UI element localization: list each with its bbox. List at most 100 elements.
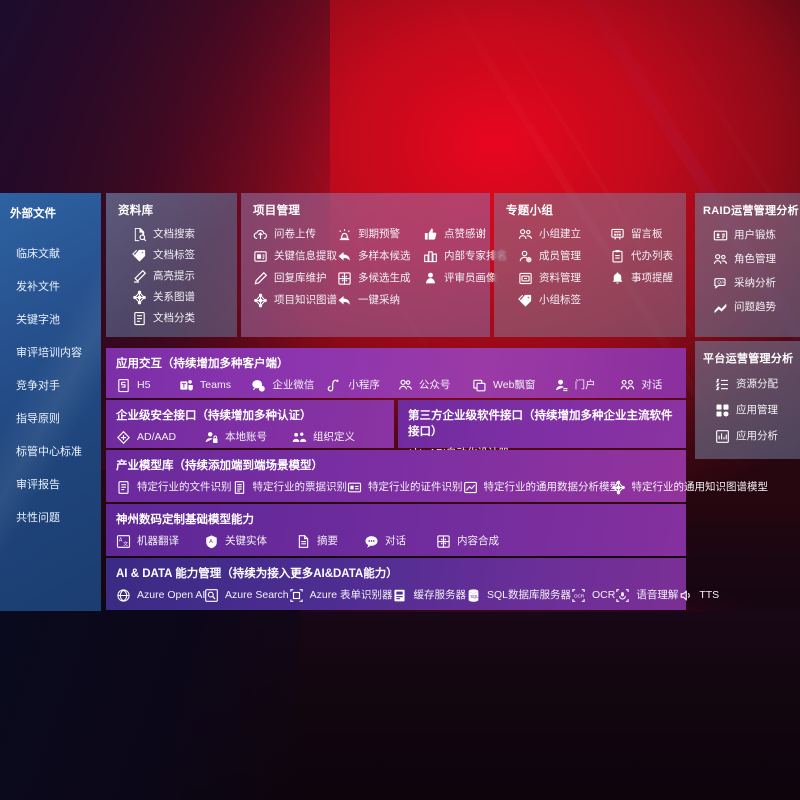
tile-document-category[interactable]: 文档分类 [132,311,237,326]
tile-role-management[interactable]: 角色管理 [713,252,800,267]
tile-h5[interactable]: H5 [116,378,179,393]
form-recognizer-icon [289,588,304,603]
tile-multi-candidate-generation[interactable]: 多候选生成 [337,271,423,286]
tile-web-popup[interactable]: Web飘窗 [472,378,554,393]
tile-label: 资料管理 [539,272,581,285]
tile-group-create[interactable]: 小组建立 [518,227,610,242]
tile-project-knowledge-graph[interactable]: 项目知识图谱 [253,293,337,308]
sidebar-item-supplement-files[interactable]: 发补文件 [0,271,101,304]
tile-ocr[interactable]: OCR OCR [571,588,615,603]
tile-teams[interactable]: Teams [179,378,251,393]
tile-tts[interactable]: TTS [678,588,719,603]
svg-text:A: A [209,539,213,545]
tile-wecom[interactable]: 企业微信 [251,378,327,393]
tile-one-click-adopt[interactable]: 一键采纳 [337,293,423,308]
ordered-list-icon [715,377,730,392]
organization-icon [292,430,307,445]
tile-label: 留言板 [631,228,663,241]
sidebar-item-clinical-literature[interactable]: 临床文献 [0,238,101,271]
tile-ad-aad[interactable]: AD/AAD [116,430,204,445]
tile-thanks-like[interactable]: 点赞感谢 [423,227,507,242]
web-popup-icon [472,378,487,393]
tile-summary[interactable]: 摘要 [296,534,364,549]
panel-platform-analysis: 平台运营管理分析 资源分配 应用管理 应用分析 [695,341,800,459]
sidebar-item-training-content[interactable]: 审评培训内容 [0,337,101,370]
tile-azure-openai[interactable]: Azure Open AI [116,588,206,603]
tile-portal[interactable]: 门户 [554,378,621,393]
svg-text:SQL: SQL [470,594,479,599]
tile-relation-graph[interactable]: 关系图谱 [132,290,237,305]
tile-local-account[interactable]: 本地账号 [204,430,292,445]
tile-data-analysis-model[interactable]: 特定行业的通用数据分析模型 [463,480,620,495]
tile-reply-library-maintenance[interactable]: 回复库维护 [253,271,337,286]
tile-message-board[interactable]: 留言板 [610,227,686,242]
tile-dialog[interactable]: 对话 [620,378,676,393]
bar-industry-title: 产业模型库（持续添加端到端场景模型） [116,460,323,472]
portal-user-icon [554,378,569,393]
tile-issue-trend[interactable]: 问题趋势 [713,300,800,315]
tile-cache-server[interactable]: 缓存服务器 [392,588,466,603]
tile-miniprogram[interactable]: 小程序 [327,378,397,393]
tile-reviewer-profile[interactable]: 评审员画像 [423,271,507,286]
sidebar-sheen [0,193,101,611]
tile-official-account[interactable]: 公众号 [398,378,472,393]
tile-label: Azure Open AI [137,589,206,602]
tile-key-entity[interactable]: A 关键实体 [204,534,296,549]
tile-sql-database-server[interactable]: SQL SQL数据库服务器 [466,588,571,603]
tile-voice-understanding[interactable]: 语音理解 [615,588,678,603]
tile-dialog-model[interactable]: 对话 [364,534,436,549]
tile-label: 采纳分析 [734,277,776,290]
bar-ai-data-capability: AI & DATA 能力管理（持续为接入更多AI&DATA能力） Azure O… [106,558,719,610]
tile-adoption-analysis[interactable]: QA 采纳分析 [713,276,800,291]
tile-highlight[interactable]: 高亮提示 [132,269,237,284]
tile-file-recognition[interactable]: 特定行业的文件识别 [116,480,232,495]
tile-questionnaire-upload[interactable]: 问卷上传 [253,227,337,242]
sidebar-item-competitors[interactable]: 竞争对手 [0,370,101,403]
archive-box-icon [518,271,533,286]
tile-label: 门户 [574,379,596,392]
sidebar-item-standards-center[interactable]: 标管中心标准 [0,436,101,469]
tile-id-recognition[interactable]: 特定行业的证件识别 [347,480,463,495]
alarm-icon [337,227,352,242]
tile-todo-list[interactable]: 代办列表 [610,249,686,264]
tile-azure-form-recognizer[interactable]: Azure 表单识别器 [289,588,392,603]
sidebar-item-keyword-pool[interactable]: 关键字池 [0,304,101,337]
tile-document-search[interactable]: 文档搜索 [132,227,237,242]
tile-azure-search[interactable]: Azure Search [204,588,289,603]
tile-group-tag[interactable]: 小组标签 [518,293,610,308]
tile-label: 点赞感谢 [444,228,486,241]
merge-grid-icon [337,271,352,286]
graph-network-icon [611,480,626,495]
people-group-icon [713,252,728,267]
tile-knowledge-graph-model[interactable]: 特定行业的通用知识图谱模型 [611,480,768,495]
tile-app-management[interactable]: 应用管理 [715,403,800,418]
sidebar-item-guidelines[interactable]: 指导原则 [0,403,101,436]
sidebar-item-review-report[interactable]: 审评报告 [0,469,101,502]
panel-group-grid: 小组建立 留言板 成员管理 代办列表 资料管理 [506,227,686,308]
app-analytics-icon [715,429,730,444]
tile-label: 高亮提示 [153,270,195,283]
bar-interaction-title: 应用交互（持续增加多种客户端） [116,358,289,370]
extract-frame-icon [253,249,268,264]
sidebar-item-common-issues[interactable]: 共性问题 [0,502,101,535]
tile-content-synthesis[interactable]: 内容合成 [436,534,524,549]
tile-key-info-extract[interactable]: 关键信息提取 [253,249,337,264]
tile-internal-expert-ranking[interactable]: 内部专家排名 [423,249,507,264]
local-account-icon [204,430,219,445]
tile-user-portrait[interactable]: 用户锻炼 [713,228,800,243]
tile-label: 小组建立 [539,228,581,241]
tile-app-analysis[interactable]: 应用分析 [715,429,800,444]
tile-material-management[interactable]: 资料管理 [518,271,610,286]
tile-label: 角色管理 [734,253,776,266]
tile-resource-allocation[interactable]: 资源分配 [715,377,800,392]
tile-multi-sample-candidate[interactable]: 多样本候选 [337,249,423,264]
tile-receipt-recognition[interactable]: 特定行业的票据识别 [232,480,347,495]
tile-organization-definition[interactable]: 组织定义 [292,430,380,445]
tile-item-reminder[interactable]: 事项提醒 [610,271,686,286]
tile-label: 资源分配 [736,378,778,391]
tile-document-tag[interactable]: 文档标签 [132,248,237,263]
tile-member-management[interactable]: 成员管理 [518,249,610,264]
tile-expiry-alert[interactable]: 到期预警 [337,227,423,242]
